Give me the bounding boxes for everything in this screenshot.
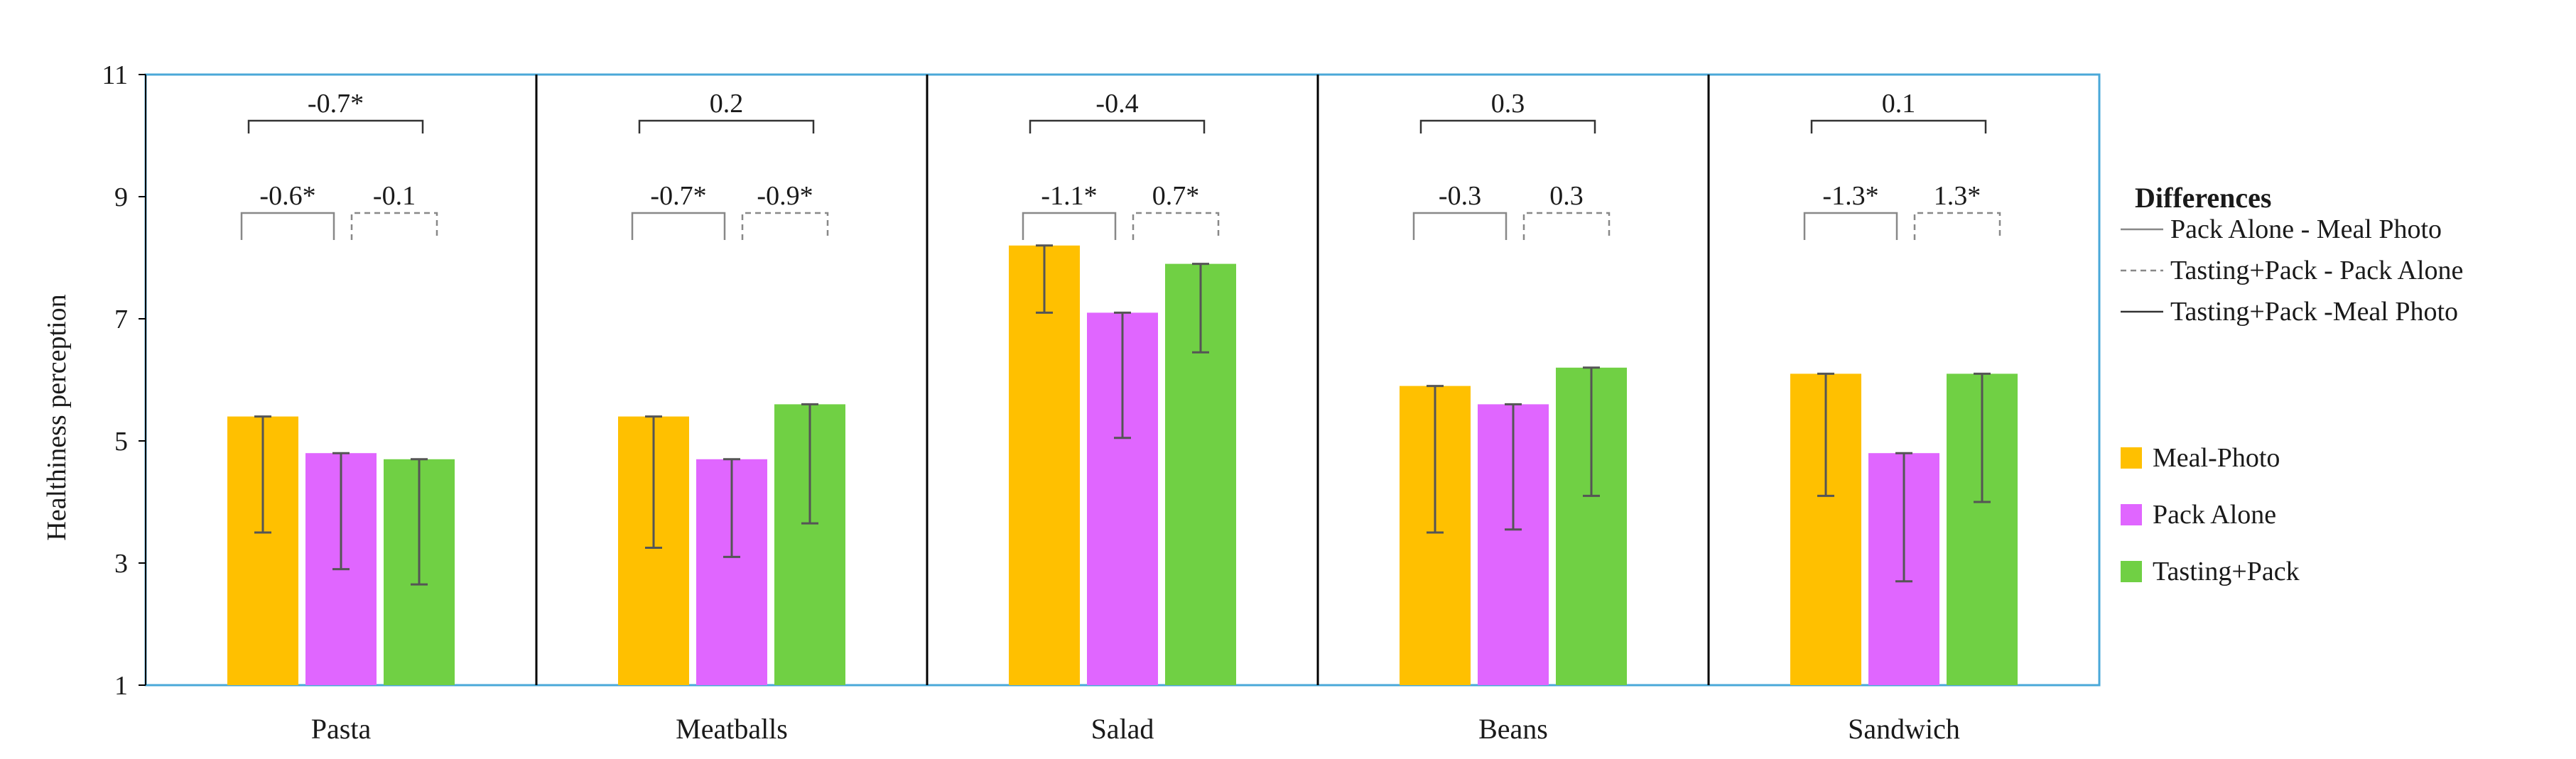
y-tick-label-11: 11 xyxy=(102,60,128,90)
bar-salad-meal-photo xyxy=(1009,245,1080,685)
legend-label-2: Tasting+Pack xyxy=(2153,557,2300,586)
plot-area: 1 3 5 7 9 11 Pasta -0.6* -0.1 -0.7* Meatballs -0.7*… xyxy=(102,60,2101,745)
bracket-tasting-vs-meal-beans xyxy=(1419,119,1596,133)
legend-swatch-2 xyxy=(2121,561,2142,582)
legend-swatch-1 xyxy=(2121,504,2142,525)
diff-label-tasting-vs-meal-meatballs: 0.2 xyxy=(710,89,744,119)
diff-label-pack-vs-meal-sandwich: -1.3* xyxy=(1822,181,1878,211)
diff-label-pack-vs-meal-beans: -0.3 xyxy=(1439,181,1481,211)
differences-legend-label-1: Tasting+Pack - Pack Alone xyxy=(2170,256,2463,285)
bracket-tasting-vs-meal-salad xyxy=(1029,119,1206,133)
diff-label-tasting-vs-pack-sandwich: 1.3* xyxy=(1934,181,1981,211)
bracket-tasting-vs-pack-meatballs xyxy=(741,212,829,240)
differences-legend-title: Differences xyxy=(2135,182,2272,214)
category-label-meatballs: Meatballs xyxy=(676,713,788,745)
bracket-pack-vs-meal-salad xyxy=(1022,212,1117,240)
differences-legend-label-0: Pack Alone - Meal Photo xyxy=(2170,214,2442,244)
diff-label-tasting-vs-meal-salad: -0.4 xyxy=(1095,89,1138,119)
y-tick-label-9: 9 xyxy=(114,182,128,212)
category-label-beans: Beans xyxy=(1478,713,1548,745)
y-tick-label-5: 5 xyxy=(114,427,128,457)
category-label-pasta: Pasta xyxy=(311,713,372,745)
y-axis-title: Healthiness perception xyxy=(42,294,72,540)
bracket-tasting-vs-meal-meatballs xyxy=(638,119,815,133)
diff-label-tasting-vs-meal-sandwich: 0.1 xyxy=(1882,89,1916,119)
diff-label-tasting-vs-pack-salad: 0.7* xyxy=(1152,181,1200,211)
bracket-tasting-vs-pack-beans xyxy=(1522,212,1611,240)
bracket-tasting-vs-meal-pasta xyxy=(247,119,424,133)
bracket-tasting-vs-pack-sandwich xyxy=(1913,212,2001,240)
bracket-tasting-vs-pack-pasta xyxy=(350,212,438,240)
diff-label-tasting-vs-pack-beans: 0.3 xyxy=(1549,181,1584,211)
bracket-pack-vs-meal-pasta xyxy=(240,212,335,240)
category-label-salad: Salad xyxy=(1091,713,1154,745)
y-tick-label-3: 3 xyxy=(114,549,128,579)
diff-label-pack-vs-meal-salad: -1.1* xyxy=(1041,181,1097,211)
diff-label-pack-vs-meal-meatballs: -0.7* xyxy=(650,181,706,211)
bracket-pack-vs-meal-beans xyxy=(1412,212,1508,240)
legend-label-0: Meal-Photo xyxy=(2153,443,2280,473)
y-tick-label-7: 7 xyxy=(114,305,128,334)
legend-label-1: Pack Alone xyxy=(2153,500,2276,530)
legend-swatch-0 xyxy=(2121,447,2142,469)
y-tick-label-1: 1 xyxy=(114,671,128,701)
bracket-pack-vs-meal-meatballs xyxy=(631,212,726,240)
diff-label-pack-vs-meal-pasta: -0.6* xyxy=(259,181,315,211)
diff-label-tasting-vs-meal-pasta: -0.7* xyxy=(308,89,364,119)
bracket-tasting-vs-pack-salad xyxy=(1132,212,1220,240)
category-label-sandwich: Sandwich xyxy=(1848,713,1960,745)
bracket-tasting-vs-meal-sandwich xyxy=(1810,119,1987,133)
bracket-pack-vs-meal-sandwich xyxy=(1803,212,1898,240)
differences-legend-label-2: Tasting+Pack -Meal Photo xyxy=(2170,297,2458,327)
diff-label-tasting-vs-pack-pasta: -0.1 xyxy=(373,181,416,211)
diff-label-tasting-vs-meal-beans: 0.3 xyxy=(1491,89,1525,119)
diff-label-tasting-vs-pack-meatballs: -0.9* xyxy=(757,181,813,211)
